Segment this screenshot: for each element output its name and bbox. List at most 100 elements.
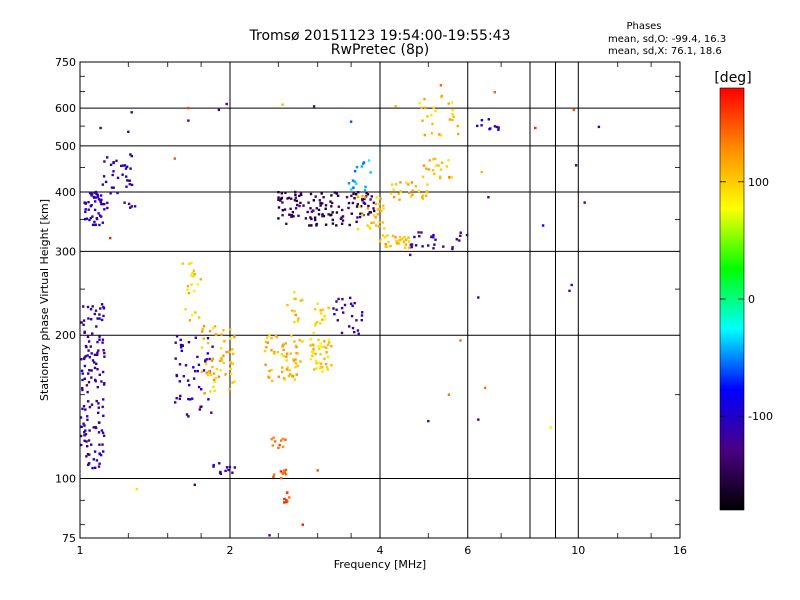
- data-point: [282, 348, 285, 352]
- data-point: [268, 334, 271, 337]
- data-point: [91, 223, 95, 226]
- data-point: [89, 216, 92, 220]
- data-point: [357, 332, 360, 335]
- data-point: [101, 443, 104, 446]
- data-point: [82, 305, 85, 308]
- data-point: [268, 369, 271, 373]
- data-point: [205, 371, 208, 374]
- data-point: [83, 439, 86, 442]
- data-point: [186, 285, 190, 288]
- data-point: [272, 475, 275, 478]
- data-point: [83, 356, 86, 359]
- data-point: [382, 204, 385, 207]
- data-point: [399, 181, 402, 184]
- data-point: [213, 389, 216, 392]
- data-point: [187, 119, 190, 122]
- data-point: [213, 380, 216, 383]
- data-point: [290, 214, 293, 217]
- data-point: [273, 440, 277, 443]
- data-point: [79, 434, 83, 438]
- data-point: [298, 204, 301, 208]
- data-point: [186, 379, 190, 382]
- data-point: [572, 108, 576, 112]
- data-point: [225, 350, 228, 354]
- data-point: [342, 311, 345, 314]
- data-point: [427, 168, 431, 171]
- data-point: [326, 368, 330, 371]
- data-point: [319, 204, 322, 207]
- data-point: [327, 213, 330, 216]
- data-point: [325, 351, 328, 354]
- data-point: [431, 122, 434, 126]
- data-point: [313, 216, 317, 219]
- data-point: [278, 443, 281, 447]
- data-point: [428, 159, 431, 162]
- data-point: [279, 470, 283, 473]
- data-point: [337, 205, 340, 208]
- data-point: [422, 164, 426, 167]
- data-point: [194, 336, 197, 339]
- x-tick-label: 4: [377, 544, 384, 557]
- data-point: [293, 310, 296, 313]
- chart-title: Tromsø 20151123 19:54:00-19:55:43: [249, 28, 511, 44]
- data-point: [207, 370, 211, 373]
- data-point: [480, 124, 483, 127]
- data-point: [381, 234, 385, 237]
- data-point: [372, 201, 376, 204]
- data-point: [103, 160, 106, 163]
- data-point: [184, 308, 187, 311]
- data-point: [396, 239, 399, 242]
- data-point: [84, 429, 87, 432]
- data-point: [427, 419, 430, 423]
- data-point: [347, 206, 350, 210]
- data-point: [358, 215, 362, 219]
- data-point: [421, 197, 425, 200]
- data-point: [335, 224, 338, 227]
- data-point: [283, 378, 287, 381]
- data-point: [91, 192, 94, 195]
- x-tick-label: 6: [464, 544, 471, 557]
- data-point: [401, 237, 404, 240]
- data-point: [294, 297, 297, 301]
- data-point: [86, 390, 89, 394]
- x-tick-label: 2: [227, 544, 234, 557]
- data-point: [209, 373, 213, 377]
- data-point: [219, 369, 222, 372]
- data-point: [80, 369, 84, 372]
- data-point: [211, 357, 215, 360]
- data-point: [178, 380, 181, 383]
- data-point: [99, 307, 102, 310]
- data-point: [125, 175, 128, 178]
- data-point: [231, 381, 234, 384]
- data-point: [360, 205, 363, 208]
- data-point: [439, 175, 442, 178]
- data-point: [331, 218, 334, 222]
- data-point: [450, 101, 454, 104]
- data-point: [191, 313, 194, 317]
- data-point: [92, 426, 95, 429]
- data-point: [341, 219, 345, 222]
- data-point: [375, 196, 378, 199]
- data-point: [309, 358, 313, 361]
- data-point: [397, 242, 401, 245]
- data-point: [212, 465, 215, 468]
- data-point: [337, 297, 340, 301]
- data-point: [287, 196, 291, 200]
- data-point: [88, 192, 92, 195]
- data-point: [372, 221, 376, 224]
- data-point: [220, 333, 223, 336]
- data-point: [86, 445, 89, 448]
- data-point: [94, 200, 97, 203]
- data-point: [81, 378, 84, 382]
- data-point: [408, 191, 411, 194]
- data-point: [316, 469, 319, 472]
- data-point: [411, 189, 414, 192]
- data-point: [271, 444, 274, 447]
- data-point: [80, 358, 83, 361]
- data-point: [283, 501, 286, 504]
- data-point: [292, 359, 296, 362]
- data-point: [294, 207, 298, 210]
- data-point: [230, 348, 233, 351]
- data-point: [301, 523, 304, 526]
- data-point: [394, 105, 397, 108]
